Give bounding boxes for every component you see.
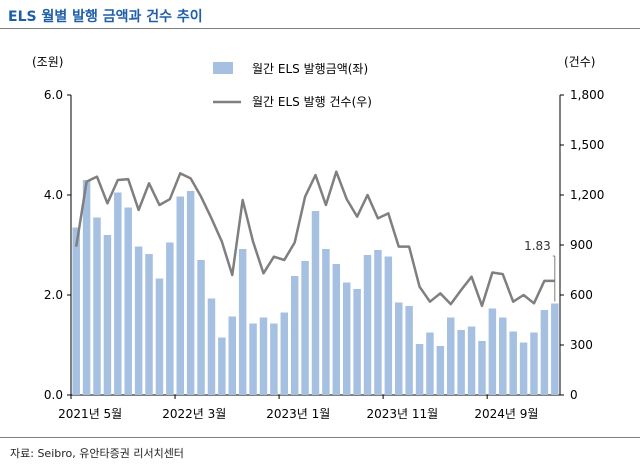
bar xyxy=(249,323,257,395)
bar xyxy=(197,260,205,395)
bar xyxy=(228,316,237,395)
bar xyxy=(124,207,132,395)
bar xyxy=(72,227,80,395)
bar xyxy=(353,289,361,395)
line-layer xyxy=(74,170,556,308)
source-note: 자료: Seibro, 유안타증권 리서치센터 xyxy=(10,447,184,460)
bar xyxy=(488,308,497,395)
bar xyxy=(93,217,101,395)
bar xyxy=(509,331,517,395)
annotation-label: 1.83 xyxy=(524,239,551,253)
x-axis-tick-label: 2021년 5월 xyxy=(58,407,122,421)
bars-layer xyxy=(72,180,559,395)
bar xyxy=(342,282,351,395)
bar xyxy=(166,242,174,395)
bar xyxy=(186,191,195,395)
bar xyxy=(82,180,91,395)
bar xyxy=(499,317,507,395)
bar xyxy=(134,246,143,395)
bar xyxy=(363,255,372,395)
legend-bar-label: 월간 ELS 발행금액(좌) xyxy=(252,61,368,76)
bar xyxy=(447,317,455,395)
bar xyxy=(311,211,320,395)
bar xyxy=(280,312,289,395)
bar xyxy=(478,341,486,395)
right-axis-unit: (건수) xyxy=(564,55,595,69)
right-axis-tick-label: 600 xyxy=(570,288,593,302)
bar xyxy=(155,278,164,395)
bar xyxy=(114,192,122,395)
bar xyxy=(238,249,247,395)
left-axis-tick-label: 6.0 xyxy=(44,88,63,102)
chart: (조원) (건수) 0.0 2.0 4.0 6.0 0 300 600 900 1,200 1,5… xyxy=(32,55,604,421)
labels-layer: (조원) (건수) 0.0 2.0 4.0 6.0 0 300 600 900 1,200 1,5… xyxy=(32,55,604,421)
bar xyxy=(426,332,434,395)
bar xyxy=(457,330,465,395)
legend-bar-swatch xyxy=(213,62,233,74)
bar xyxy=(415,344,424,395)
bar xyxy=(394,302,403,395)
x-axis-tick-label: 2023년 11월 xyxy=(366,407,438,421)
chart-title: ELS 월별 발행 금액과 건수 추이 xyxy=(8,9,203,25)
bar xyxy=(259,317,268,395)
bar xyxy=(384,256,393,395)
bottom-divider xyxy=(0,437,640,438)
bar xyxy=(301,261,309,395)
right-axis-tick-label: 1,500 xyxy=(570,138,604,152)
bar xyxy=(436,346,445,395)
bar xyxy=(103,235,112,395)
right-axis-tick-label: 900 xyxy=(570,238,593,252)
bar xyxy=(176,196,184,395)
x-axis-tick-label: 2023년 1월 xyxy=(266,407,330,421)
bar xyxy=(270,323,278,395)
bar xyxy=(551,303,559,395)
right-axis-tick-label: 1,800 xyxy=(570,88,604,102)
bar xyxy=(519,342,528,395)
right-axis-tick-label: 1,200 xyxy=(570,188,604,202)
left-axis-tick-label: 0.0 xyxy=(44,388,63,402)
bar xyxy=(467,326,476,395)
bar xyxy=(405,306,413,395)
right-axis-tick-label: 300 xyxy=(570,338,593,352)
bar xyxy=(540,310,549,395)
left-axis-tick-label: 2.0 xyxy=(44,288,63,302)
x-axis-tick-label: 2024년 9월 xyxy=(474,407,538,421)
bar xyxy=(145,254,153,395)
bar xyxy=(218,337,226,395)
bar xyxy=(332,264,341,395)
legend: 월간 ELS 발행금액(좌) 월간 ELS 발행 건수(우) xyxy=(213,61,372,109)
bar xyxy=(530,332,538,395)
right-axis-tick-label: 0 xyxy=(570,388,578,402)
bar xyxy=(322,249,330,395)
left-axis-tick-label: 4.0 xyxy=(44,188,63,202)
bar xyxy=(290,276,299,395)
title-divider xyxy=(0,28,640,29)
bar xyxy=(374,250,382,395)
legend-line-label: 월간 ELS 발행 건수(우) xyxy=(252,94,372,109)
bar xyxy=(207,298,216,395)
left-axis-unit: (조원) xyxy=(32,55,63,69)
x-axis-tick-label: 2022년 3월 xyxy=(162,407,226,421)
